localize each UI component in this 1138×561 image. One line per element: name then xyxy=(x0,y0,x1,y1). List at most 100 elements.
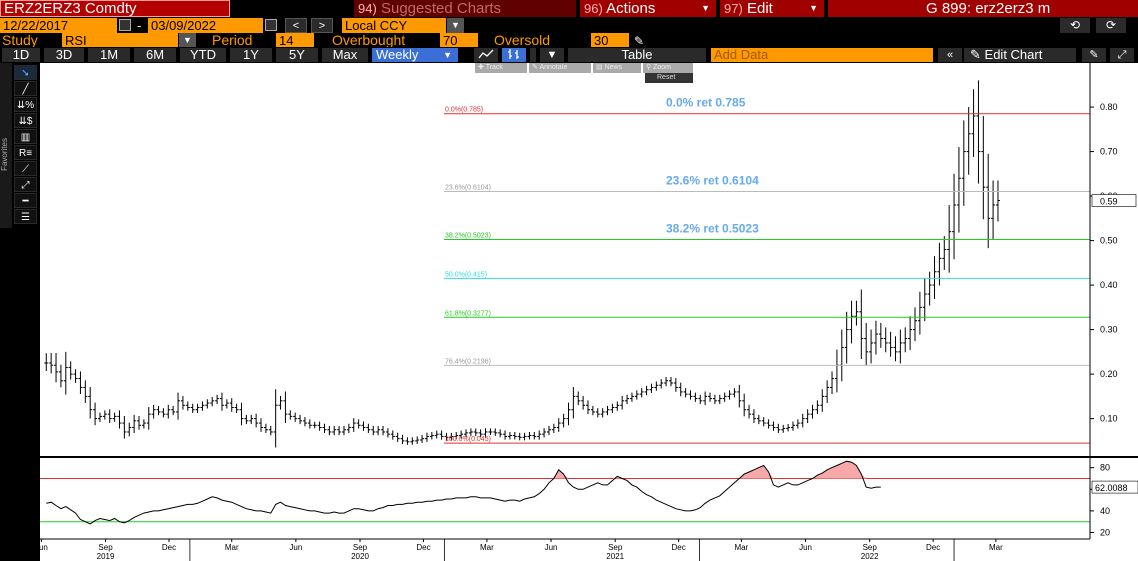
multi-line-tool-icon[interactable]: ☰ xyxy=(14,209,37,224)
price-bar xyxy=(995,180,1000,222)
oversold-input[interactable]: 30 xyxy=(591,33,629,48)
price-bar xyxy=(820,389,825,412)
line-tool-icon[interactable]: ╱ xyxy=(14,81,37,96)
chart-canvas[interactable]: 0.0%(0.785) 23.6%(0.6104) 38.2%(0.5023) 50.… xyxy=(40,63,1138,561)
title-bar: ERZ2ERZ3 Comdty 94) Suggested Charts 96)… xyxy=(0,0,1138,17)
add-data-placeholder: Add Data xyxy=(714,47,769,62)
fib-level-label: 38.2%(0.5023) xyxy=(445,233,491,240)
retracement-tool-icon[interactable]: R≡ xyxy=(14,145,37,160)
period-button-1d[interactable]: 1D xyxy=(2,48,40,62)
price-bar xyxy=(405,437,410,445)
price-y-tick-label: 0.30 xyxy=(1100,325,1118,335)
period-input[interactable]: 14 xyxy=(276,33,314,48)
period-button-1m[interactable]: 1M xyxy=(88,48,130,62)
fib-level-label: 100.0%(0.045) xyxy=(445,436,491,443)
x-month-label: Jun xyxy=(40,543,48,552)
overbought-value: 70 xyxy=(443,33,458,48)
pointer-tool-icon[interactable]: ➘ xyxy=(14,65,37,80)
news-button[interactable]: ▤ News xyxy=(593,63,641,73)
end-date-text: 03/09/2022 xyxy=(151,18,217,33)
start-date-field[interactable]: 12/22/2017 xyxy=(0,18,117,33)
undo-icon[interactable]: ⟲ xyxy=(1060,18,1090,33)
add-data-input[interactable]: Add Data xyxy=(711,48,933,62)
x-month-label: Dec xyxy=(926,543,940,552)
chevron-down-icon[interactable]: ▼ xyxy=(540,48,564,62)
fibonacci-percent-tool-icon[interactable]: ⇊% xyxy=(14,97,37,112)
study-select[interactable]: RSI xyxy=(62,33,178,48)
x-month-label: Mar xyxy=(735,543,749,552)
bar-chart-icon[interactable] xyxy=(502,48,526,62)
axes: 0.100.200.300.400.500.600.700.800.592040… xyxy=(40,63,1138,561)
chart-id-text: G 899: erz2erz3 m xyxy=(926,0,1051,17)
period-button-max[interactable]: Max xyxy=(322,48,368,62)
price-bar xyxy=(327,425,332,436)
ticker-field[interactable]: ERZ2ERZ3 Comdty xyxy=(0,0,230,17)
zoom-button[interactable]: ⚲ Zoom xyxy=(643,63,693,73)
edit-menu[interactable]: 97) Edit ▼ xyxy=(720,0,824,17)
horizontal-line-tool-icon[interactable]: ━ xyxy=(14,193,37,208)
price-bar xyxy=(888,331,893,357)
actions-menu[interactable]: 96) Actions ▼ xyxy=(580,0,716,17)
price-bar xyxy=(634,390,639,400)
period-button-1y[interactable]: 1Y xyxy=(230,48,272,62)
pencil-icon[interactable]: ✎ xyxy=(634,34,645,48)
edit-square-icon[interactable]: ✎ xyxy=(1082,48,1106,62)
suggested-charts-menu[interactable]: 94) Suggested Charts xyxy=(354,0,576,17)
end-date-field[interactable]: 03/09/2022 xyxy=(148,18,263,33)
pencil-icon: ✎ xyxy=(970,47,981,62)
overbought-input[interactable]: 70 xyxy=(440,33,478,48)
trendline-tool-icon[interactable]: ⟋ xyxy=(14,161,37,176)
line-chart-icon[interactable] xyxy=(474,48,498,62)
chevron-down-icon[interactable]: ▼ xyxy=(179,33,196,48)
price-bar xyxy=(381,425,386,436)
track-button[interactable]: ✚ Track xyxy=(475,63,527,73)
price-bar xyxy=(200,401,205,411)
chevron-down-icon[interactable]: ▼ xyxy=(447,18,464,33)
price-bar xyxy=(952,173,957,260)
calendar-icon[interactable] xyxy=(265,19,277,31)
chart-area[interactable]: 0.0%(0.785) 23.6%(0.6104) 38.2%(0.5023) 50.… xyxy=(40,63,1138,561)
table-button[interactable]: Table xyxy=(568,48,706,62)
expand-icon[interactable]: ⤢ xyxy=(1110,48,1134,62)
price-bar xyxy=(239,402,244,426)
price-bar xyxy=(810,404,815,419)
last-rsi-badge xyxy=(1091,480,1138,494)
price-bar xyxy=(293,412,298,422)
period-button-6m[interactable]: 6M xyxy=(134,48,176,62)
price-bar xyxy=(473,428,478,436)
price-bar xyxy=(546,425,551,436)
edit-chart-button[interactable]: ✎ Edit Chart xyxy=(964,48,1076,62)
calendar-icon[interactable] xyxy=(119,19,131,31)
favorites-tab[interactable] xyxy=(0,63,12,228)
actions-label: Actions xyxy=(606,0,656,17)
price-bar xyxy=(459,430,464,439)
price-bar xyxy=(922,278,927,322)
price-bar xyxy=(864,322,869,366)
fibonacci-retracement[interactable]: 0.0%(0.785) 23.6%(0.6104) 38.2%(0.5023) 50.… xyxy=(444,96,1090,444)
price-bar xyxy=(171,405,176,416)
frequency-select[interactable]: Weekly ▼ xyxy=(372,48,458,62)
price-bar xyxy=(742,393,747,417)
reset-button[interactable]: Reset xyxy=(645,73,693,83)
ray-tool-icon[interactable]: ⤢ xyxy=(14,177,37,192)
redo-icon[interactable]: ⟳ xyxy=(1096,18,1126,33)
price-bar xyxy=(78,371,83,395)
price-bar xyxy=(317,421,322,431)
annotate-button[interactable]: ✎ Annotate xyxy=(529,63,591,73)
x-month-label: Sep xyxy=(608,543,623,552)
period-button-5y[interactable]: 5Y xyxy=(276,48,318,62)
price-bar xyxy=(532,431,537,440)
collapse-left-icon[interactable]: « xyxy=(938,48,962,62)
prev-period-button[interactable]: < xyxy=(285,18,307,33)
currency-select[interactable]: Local CCY xyxy=(342,18,446,33)
chart-id-title: G 899: erz2erz3 m xyxy=(828,0,1138,17)
price-bar xyxy=(610,403,615,413)
next-period-button[interactable]: > xyxy=(311,18,333,33)
period-button-3d[interactable]: 3D xyxy=(44,48,84,62)
period-button-ytd[interactable]: YTD xyxy=(180,48,226,62)
fibonacci-dollar-tool-icon[interactable]: ⇊$ xyxy=(14,113,37,128)
price-panel xyxy=(44,80,1000,448)
price-bar xyxy=(420,435,425,444)
price-bar xyxy=(312,421,317,429)
channel-tool-icon[interactable]: ▥ xyxy=(14,129,37,144)
